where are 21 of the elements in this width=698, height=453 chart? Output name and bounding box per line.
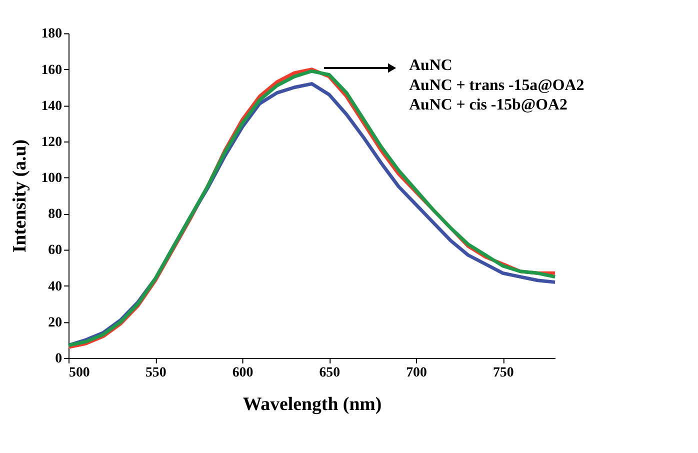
y-tick-label: 120 <box>41 134 62 150</box>
x-tick-label: 550 <box>145 365 166 380</box>
y-tick-label: 140 <box>41 98 62 114</box>
x-tick-label: 500 <box>69 365 90 380</box>
annotation: AuNC + cis -15b@OA2 <box>409 96 568 114</box>
y-tick-label: 60 <box>48 243 62 258</box>
annotation: AuNC + trans -15a@OA2 <box>409 76 584 94</box>
x-tick-label: 750 <box>492 365 514 380</box>
x-tick-label: 700 <box>406 365 427 380</box>
y-tick-label: 0 <box>55 351 62 366</box>
x-tick-label: 600 <box>232 365 254 380</box>
y-tick-label: 40 <box>48 279 62 294</box>
y-axis-title: Intensity (a.u) <box>9 140 30 253</box>
y-tick-label: 180 <box>41 26 62 42</box>
x-axis-title: Wavelength (nm) <box>242 394 382 416</box>
y-tick-label: 20 <box>48 315 62 330</box>
x-tick-label: 650 <box>319 365 340 380</box>
annotation: AuNC <box>409 57 452 74</box>
y-tick-label: 80 <box>48 207 62 222</box>
y-tick-label: 100 <box>41 171 62 186</box>
y-tick-label: 160 <box>41 62 62 78</box>
